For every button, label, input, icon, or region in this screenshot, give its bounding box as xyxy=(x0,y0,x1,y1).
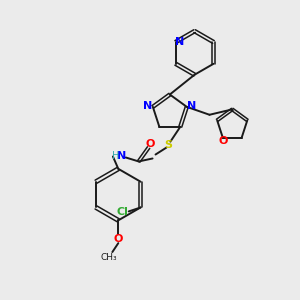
Text: N: N xyxy=(143,101,152,111)
Text: H: H xyxy=(112,151,120,160)
Text: Cl: Cl xyxy=(117,207,129,218)
Text: O: O xyxy=(114,234,123,244)
Text: O: O xyxy=(218,136,228,146)
Text: N: N xyxy=(175,37,184,47)
Text: N: N xyxy=(187,101,196,111)
Text: S: S xyxy=(164,140,172,150)
Text: O: O xyxy=(146,139,155,148)
Text: N: N xyxy=(117,151,127,160)
Text: CH₃: CH₃ xyxy=(100,253,117,262)
